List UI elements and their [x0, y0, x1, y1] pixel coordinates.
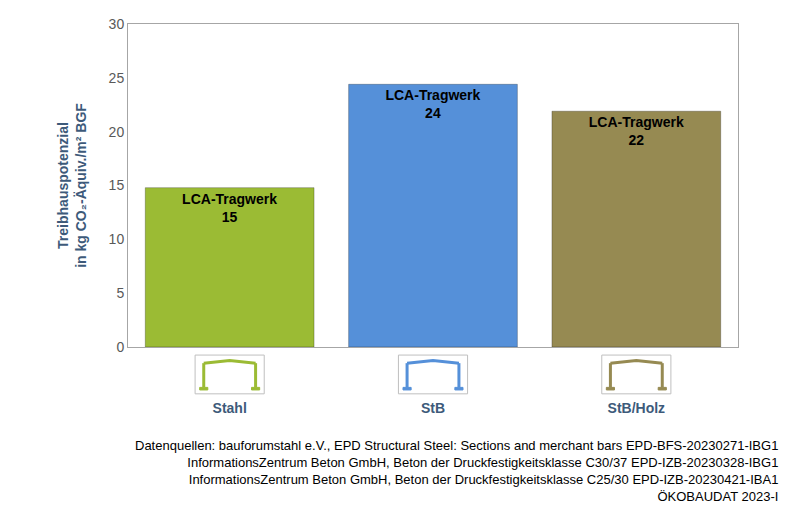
svg-text:LCA-Tragwerk22: LCA-Tragwerk22	[589, 114, 684, 148]
svg-text:StB/Holz: StB/Holz	[608, 400, 666, 416]
svg-text:20: 20	[109, 124, 125, 140]
svg-text:Stahl: Stahl	[213, 400, 247, 416]
svg-text:15: 15	[109, 177, 125, 193]
svg-text:5: 5	[116, 285, 124, 301]
svg-text:StB: StB	[421, 400, 445, 416]
svg-text:10: 10	[109, 231, 125, 247]
svg-text:30: 30	[109, 16, 125, 32]
svg-text:0: 0	[116, 339, 124, 355]
svg-text:Datenquellen: bauforumstahl e.: Datenquellen: bauforumstahl e.V., EPD St…	[135, 438, 778, 504]
svg-text:LCA-Tragwerk15: LCA-Tragwerk15	[182, 191, 277, 225]
svg-text:Treibhauspotenzialin kg CO₂-Äq: Treibhauspotenzialin kg CO₂-Äquiv./m² BG…	[55, 103, 89, 268]
svg-text:25: 25	[109, 70, 125, 86]
svg-text:LCA-Tragwerk24: LCA-Tragwerk24	[385, 87, 480, 121]
